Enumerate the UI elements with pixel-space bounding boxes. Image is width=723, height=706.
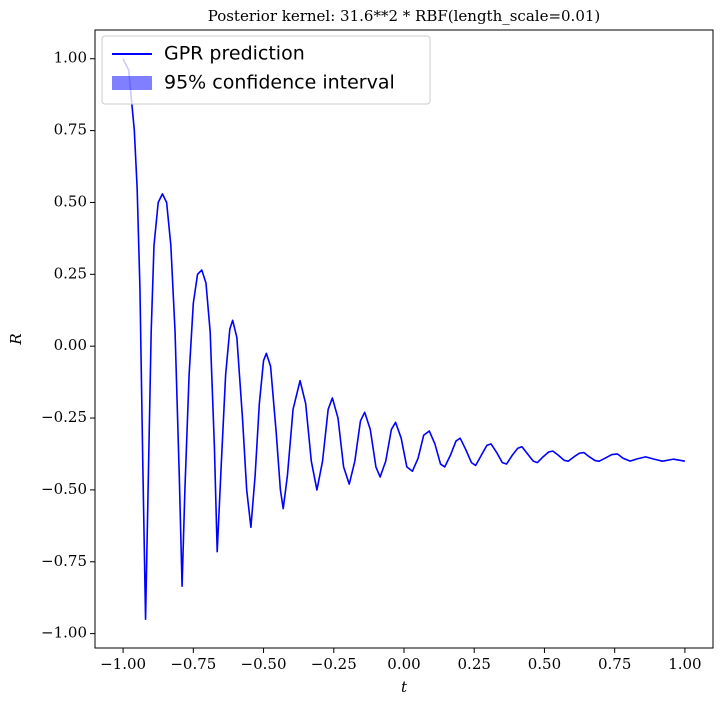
legend-box: [101, 35, 431, 105]
legend: GPR prediction 95% confidence interval: [101, 35, 431, 105]
chart-title: Posterior kernel: 31.6**2 * RBF(length_s…: [208, 7, 601, 25]
y-axis-label: R: [7, 333, 25, 345]
y-tick-label: 1.00: [54, 49, 87, 67]
y-tick-label: −0.25: [41, 408, 87, 426]
x-tick-label: −1.00: [100, 655, 146, 673]
x-tick-label: −0.50: [241, 655, 287, 673]
legend-label: GPR prediction: [164, 43, 305, 65]
legend-patch: [112, 76, 152, 90]
series-line: [122, 58, 686, 621]
x-tick-label: 1.00: [668, 655, 701, 673]
x-tick-label: 0.25: [458, 655, 491, 673]
plot-frame: [94, 29, 714, 649]
y-tick-label: −0.75: [41, 552, 87, 570]
y-tick-label: 0.00: [54, 336, 87, 354]
x-tick-label: −0.75: [170, 655, 216, 673]
x-tick-label: 0.75: [598, 655, 631, 673]
y-tick-label: 0.50: [54, 192, 87, 210]
y-tick-label: −1.00: [41, 624, 87, 642]
y-tick-label: 0.25: [54, 264, 87, 282]
x-tick-label: 0.50: [528, 655, 561, 673]
y-tick-label: 0.75: [54, 121, 87, 139]
x-axis-label: t: [401, 678, 408, 696]
x-tick-label: 0.00: [387, 655, 420, 673]
x-tick-label: −0.25: [311, 655, 357, 673]
legend-label: 95% confidence interval: [164, 72, 395, 94]
y-tick-label: −0.50: [41, 480, 87, 498]
